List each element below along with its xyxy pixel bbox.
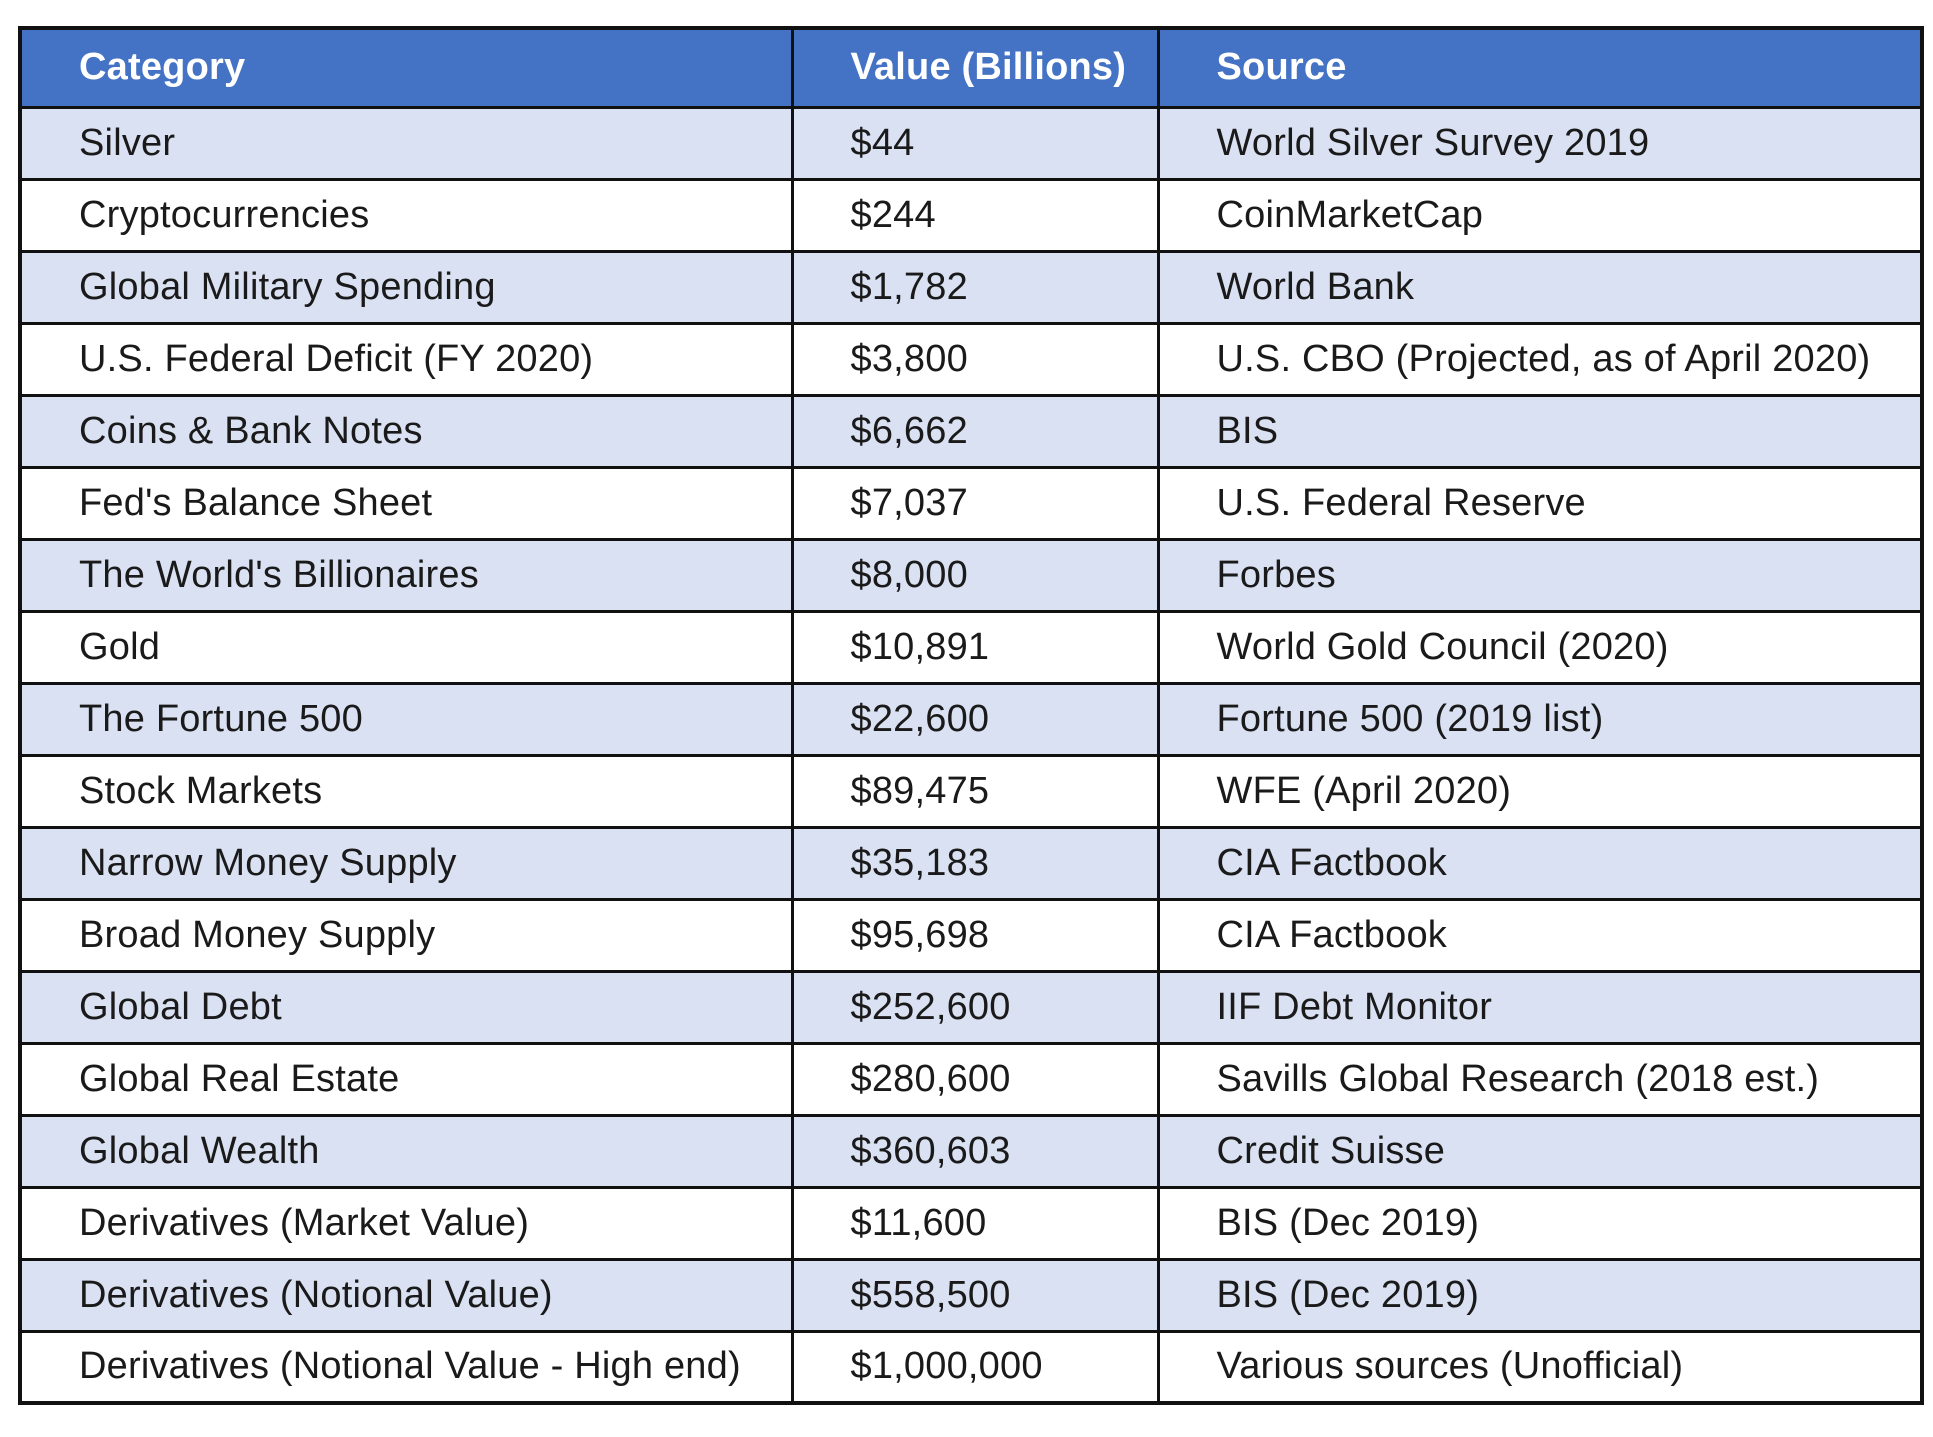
cell-value: $10,891: [790, 609, 1160, 685]
cell-category: Silver: [18, 105, 794, 181]
table-header: Category Value (Billions) Source: [18, 26, 1924, 109]
cell-source: IIF Debt Monitor: [1156, 969, 1924, 1045]
cell-source: World Bank: [1156, 249, 1924, 325]
table-row: The World's Billionaires $8,000 Forbes: [18, 537, 1924, 613]
cell-value: $89,475: [790, 753, 1160, 829]
table-row: U.S. Federal Deficit (FY 2020) $3,800 U.S.…: [18, 321, 1924, 397]
header-source: Source: [1156, 26, 1924, 109]
cell-category: The Fortune 500: [18, 681, 794, 757]
cell-category: Coins & Bank Notes: [18, 393, 794, 469]
cell-category: Broad Money Supply: [18, 897, 794, 973]
header-value: Value (Billions): [790, 26, 1160, 109]
cell-category: Global Military Spending: [18, 249, 794, 325]
cell-value: $244: [790, 177, 1160, 253]
cell-category: Global Wealth: [18, 1113, 794, 1189]
cell-category: Gold: [18, 609, 794, 685]
header-row: Category Value (Billions) Source: [18, 26, 1924, 109]
table-row: Stock Markets $89,475 WFE (April 2020): [18, 753, 1924, 829]
table-row: Derivatives (Market Value) $11,600 BIS (De…: [18, 1185, 1924, 1261]
table-row: Derivatives (Notional Value) $558,500 BIS …: [18, 1257, 1924, 1333]
table-row: Coins & Bank Notes $6,662 BIS: [18, 393, 1924, 469]
table-row: The Fortune 500 $22,600 Fortune 500 (2019 …: [18, 681, 1924, 757]
cell-source: BIS: [1156, 393, 1924, 469]
data-table: Category Value (Billions) Source Silver $…: [18, 26, 1924, 1405]
cell-source: Various sources (Unofficial): [1156, 1329, 1924, 1405]
cell-source: U.S. Federal Reserve: [1156, 465, 1924, 541]
table-row: Cryptocurrencies $244 CoinMarketCap: [18, 177, 1924, 253]
table-row: Derivatives (Notional Value - High end) $…: [18, 1329, 1924, 1405]
header-category: Category: [18, 26, 794, 109]
cell-value: $22,600: [790, 681, 1160, 757]
cell-source: CIA Factbook: [1156, 897, 1924, 973]
cell-source: BIS (Dec 2019): [1156, 1257, 1924, 1333]
cell-value: $44: [790, 105, 1160, 181]
cell-category: Stock Markets: [18, 753, 794, 829]
cell-value: $558,500: [790, 1257, 1160, 1333]
cell-category: Derivatives (Market Value): [18, 1185, 794, 1261]
cell-category: Derivatives (Notional Value - High end): [18, 1329, 794, 1405]
cell-value: $1,782: [790, 249, 1160, 325]
cell-source: Credit Suisse: [1156, 1113, 1924, 1189]
cell-source: WFE (April 2020): [1156, 753, 1924, 829]
cell-value: $1,000,000: [790, 1329, 1160, 1405]
cell-value: $7,037: [790, 465, 1160, 541]
cell-value: $252,600: [790, 969, 1160, 1045]
cell-source: Fortune 500 (2019 list): [1156, 681, 1924, 757]
cell-category: Global Debt: [18, 969, 794, 1045]
cell-value: $8,000: [790, 537, 1160, 613]
table-row: Global Debt $252,600 IIF Debt Monitor: [18, 969, 1924, 1045]
cell-value: $11,600: [790, 1185, 1160, 1261]
cell-value: $3,800: [790, 321, 1160, 397]
cell-value: $360,603: [790, 1113, 1160, 1189]
cell-category: Fed's Balance Sheet: [18, 465, 794, 541]
cell-source: CIA Factbook: [1156, 825, 1924, 901]
cell-value: $280,600: [790, 1041, 1160, 1117]
cell-category: Derivatives (Notional Value): [18, 1257, 794, 1333]
cell-category: Cryptocurrencies: [18, 177, 794, 253]
cell-source: CoinMarketCap: [1156, 177, 1924, 253]
table-row: Global Real Estate $280,600 Savills Global…: [18, 1041, 1924, 1117]
table-row: Gold $10,891 World Gold Council (2020): [18, 609, 1924, 685]
cell-value: $6,662: [790, 393, 1160, 469]
table-row: Global Military Spending $1,782 World Bank: [18, 249, 1924, 325]
cell-category: The World's Billionaires: [18, 537, 794, 613]
cell-value: $35,183: [790, 825, 1160, 901]
table-body: Silver $44 World Silver Survey 2019 Cryptoc…: [18, 105, 1924, 1405]
cell-value: $95,698: [790, 897, 1160, 973]
cell-source: World Gold Council (2020): [1156, 609, 1924, 685]
cell-category: Narrow Money Supply: [18, 825, 794, 901]
cell-category: Global Real Estate: [18, 1041, 794, 1117]
cell-category: U.S. Federal Deficit (FY 2020): [18, 321, 794, 397]
table-row: Broad Money Supply $95,698 CIA Factbook: [18, 897, 1924, 973]
table-row: Fed's Balance Sheet $7,037 U.S. Federal Re…: [18, 465, 1924, 541]
cell-source: World Silver Survey 2019: [1156, 105, 1924, 181]
cell-source: U.S. CBO (Projected, as of April 2020): [1156, 321, 1924, 397]
table-row: Global Wealth $360,603 Credit Suisse: [18, 1113, 1924, 1189]
cell-source: Savills Global Research (2018 est.): [1156, 1041, 1924, 1117]
cell-source: BIS (Dec 2019): [1156, 1185, 1924, 1261]
table-row: Narrow Money Supply $35,183 CIA Factbook: [18, 825, 1924, 901]
cell-source: Forbes: [1156, 537, 1924, 613]
table-row: Silver $44 World Silver Survey 2019: [18, 105, 1924, 181]
